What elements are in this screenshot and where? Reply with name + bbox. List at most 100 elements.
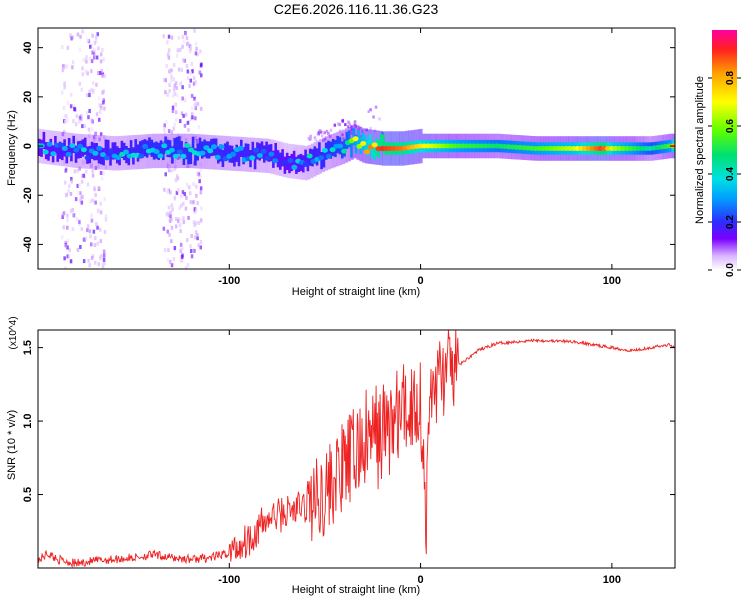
spectrogram-noise-cell [170, 68, 173, 73]
spectrogram-core-cell [161, 143, 168, 149]
spectrogram-ylabel: Frequency (Hz) [6, 110, 18, 186]
spectrogram-noise-cell [88, 109, 91, 113]
spectrogram-ytick-label: 40 [22, 42, 34, 54]
spectrogram-noise-cell [87, 258, 90, 263]
spectrogram-noise-cell [197, 243, 200, 248]
spectrogram-noise-cell [170, 78, 173, 83]
spectrogram-band-cell [120, 140, 124, 158]
spectrogram-noise-cell [189, 44, 192, 49]
spectrogram-band-cell [58, 141, 62, 159]
spectrogram-noise-cell [170, 263, 174, 268]
spectrogram-noise-cell [85, 59, 88, 64]
spectrogram-noise-cell [89, 199, 92, 204]
spectrogram-noise-cell [194, 116, 197, 121]
spectrogram-noise-cell [102, 171, 105, 176]
spectrogram-core-cell [184, 143, 191, 148]
spectrogram-noise-cell [166, 189, 170, 194]
spectrogram-noise-cell [74, 197, 78, 202]
spectrogram-noise-cell [195, 221, 198, 226]
spectrogram-noise-cell [103, 230, 107, 234]
spectrogram-noise-cell [95, 82, 98, 87]
spectrogram-noise-cell [181, 44, 184, 49]
spectrogram-noise-cell [176, 48, 180, 53]
spectrogram-noise-cell [88, 89, 91, 94]
spectrogram-noise-cell [372, 115, 375, 119]
spectrogram-noise-cell [172, 126, 175, 131]
spectrogram-noise-cell [70, 177, 73, 181]
spectrogram-noise-cell [196, 201, 199, 205]
spectrogram-core-cell [42, 149, 49, 155]
spectrogram-band-cell [327, 140, 330, 158]
spectrogram-noise-cell [183, 192, 186, 197]
spectrogram-noise-cell [167, 205, 171, 210]
spectrogram-noise-cell [194, 41, 198, 46]
spectrogram-noise-cell [78, 166, 81, 171]
spectrogram-noise-cell [307, 136, 311, 140]
spectrogram-band-cell [166, 139, 170, 157]
spectrogram-noise-cell [64, 243, 68, 248]
spectrogram-core-cell [157, 153, 164, 159]
spectrogram-noise-cell [61, 212, 65, 217]
spectrogram-noise-cell [78, 219, 81, 224]
spectrogram-noise-cell [186, 238, 189, 243]
spectrogram-noise-cell [95, 222, 98, 227]
spectrogram-noise-cell [198, 70, 202, 75]
spectrogram-noise-cell [175, 110, 178, 115]
spectrogram-noise-cell [190, 254, 194, 259]
spectrogram-noise-cell [185, 36, 189, 41]
spectrogram-noise-cell [94, 260, 97, 265]
spectrogram-noise-cell [99, 227, 102, 232]
spectrogram-noise-cell [76, 168, 79, 173]
spectrogram-noise-cell [162, 34, 165, 39]
spectrogram-noise-cell [188, 191, 192, 196]
spectrogram-noise-cell [66, 218, 69, 223]
spectrogram-noise-cell [164, 172, 167, 177]
spectrogram-noise-cell [173, 91, 177, 96]
spectrogram-noise-cell [99, 201, 102, 206]
spectrogram-noise-cell [170, 239, 173, 244]
spectrogram-noise-cell [98, 109, 102, 114]
spectrogram-noise-cell [71, 227, 75, 232]
spectrogram-noise-cell [69, 104, 73, 109]
spectrogram-band-cell [288, 156, 291, 174]
spectrogram-noise-cell [76, 247, 80, 252]
spectrogram-noise-cell [167, 48, 171, 53]
spectrogram-band-cell [162, 142, 165, 161]
spectrogram-noise-cell [178, 223, 182, 228]
spectrogram-band-cell [42, 131, 46, 150]
spectrogram-noise-cell [200, 106, 203, 111]
spectrogram-noise-cell [182, 220, 186, 225]
spectrogram-noise-cell [93, 187, 96, 192]
spectrogram-noise-cell [181, 96, 184, 101]
spectrogram-noise-cell [80, 227, 84, 231]
spectrogram-noise-cell [197, 125, 201, 129]
spectrogram-noise-cell [194, 99, 197, 104]
spectrogram-band-cell [233, 149, 236, 167]
spectrogram-noise-cell [90, 242, 93, 247]
spectrogram-noise-cell [185, 182, 189, 187]
spectrogram-noise-cell [102, 98, 106, 103]
spectrogram-noise-cell [367, 110, 370, 113]
spectrogram-noise-cell [374, 105, 378, 109]
spectrogram-noise-cell [167, 52, 170, 57]
spectrogram-noise-cell [169, 259, 172, 264]
spectrogram-core-cell [58, 142, 64, 148]
spectrogram-noise-cell [99, 210, 103, 215]
spectrogram-panel: -100 0 100 -40 -20 0 20 40 Height of straight l… [6, 27, 676, 298]
spectrogram-band-cell [253, 152, 257, 170]
spectrogram-noise-cell [187, 215, 190, 220]
spectrogram-noise-cell [199, 167, 203, 172]
spectrogram-noise-cell [189, 200, 192, 205]
spectrogram-noise-cell [170, 217, 173, 222]
spectrogram-noise-cell [182, 113, 185, 118]
spectrogram-core-cell [371, 142, 378, 148]
spectrogram-noise-cell [192, 200, 195, 205]
spectrogram-band-cell [74, 145, 78, 163]
spectrogram-band-cell [244, 143, 248, 161]
spectrogram-noise-cell [97, 71, 100, 75]
spectrogram-band-cell [173, 138, 176, 156]
spectrogram-core-cell [69, 143, 76, 149]
spectrogram-noise-cell [101, 264, 105, 269]
spectrogram-noise-cell [309, 137, 312, 141]
spectrogram-noise-cell [63, 85, 66, 90]
